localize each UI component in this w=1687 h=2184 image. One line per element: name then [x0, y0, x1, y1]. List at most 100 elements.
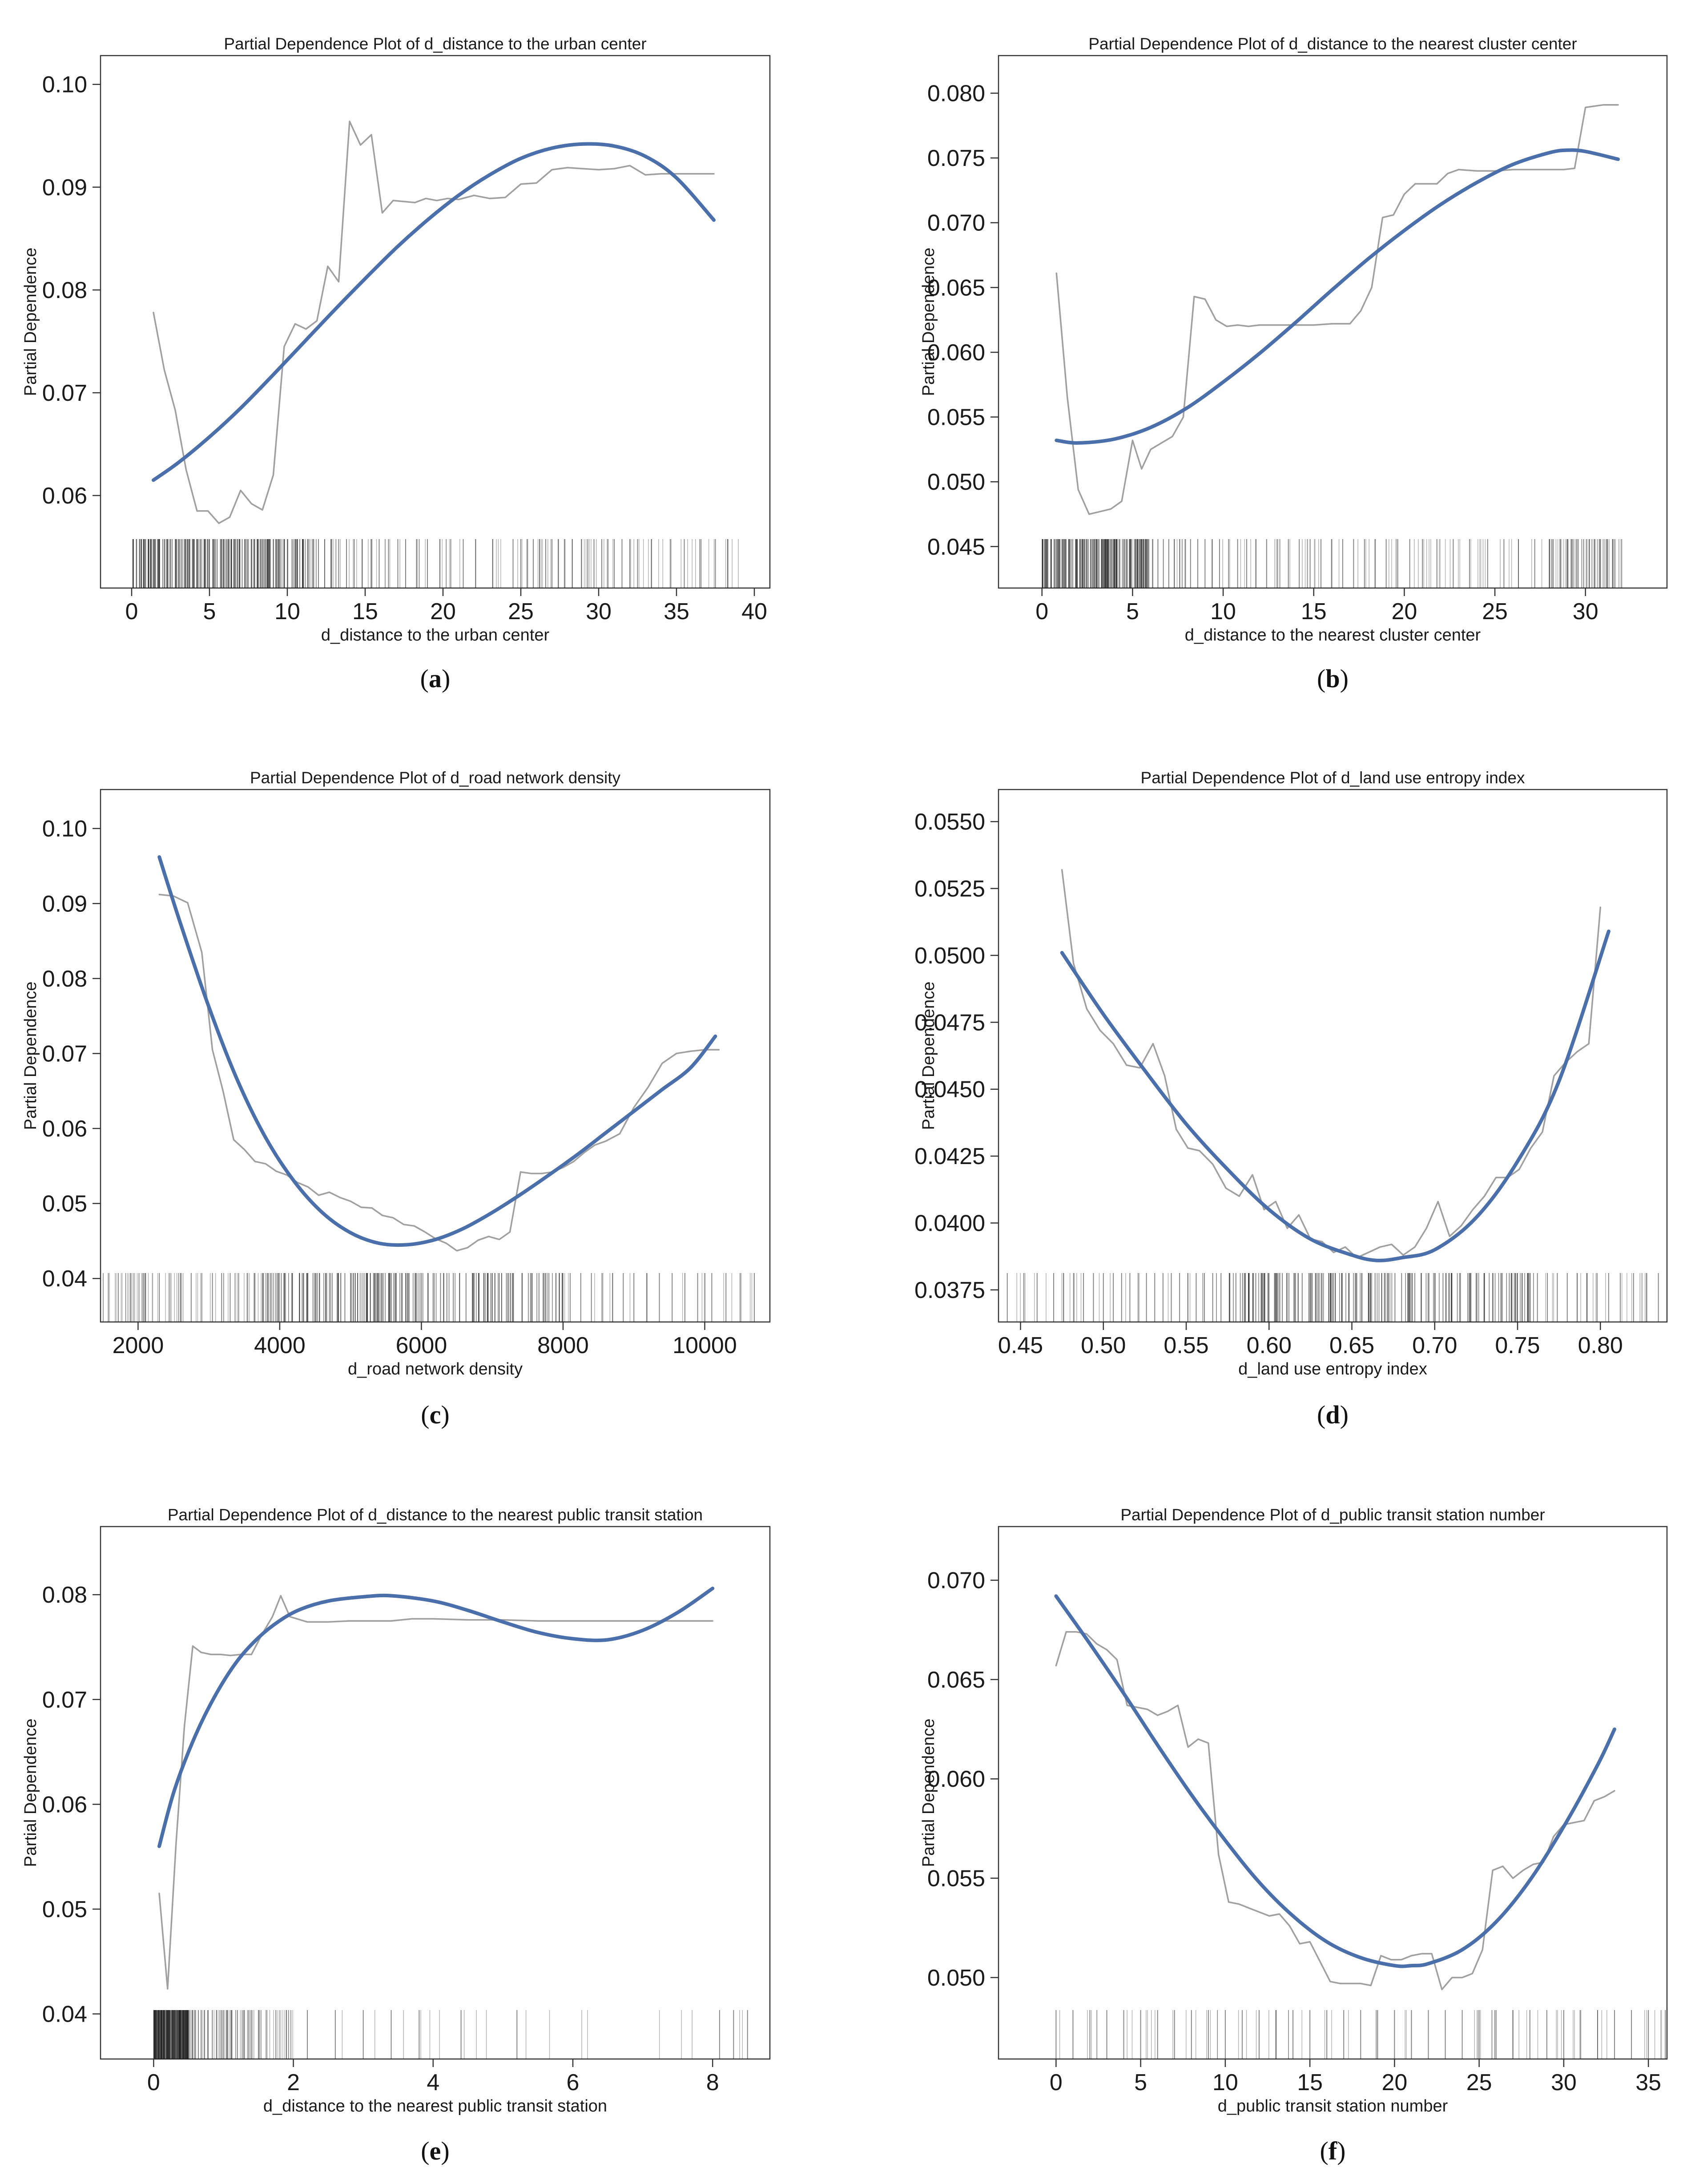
x-tick-label: 0.60 [1247, 1333, 1292, 1358]
x-tick-label: 25 [1482, 599, 1508, 625]
y-tick-label: 0.0425 [914, 1144, 985, 1169]
y-axis-label: Partial Dependence [21, 248, 40, 396]
chart-panel-b: Partial Dependence Plot of d_distance to… [919, 35, 1668, 693]
x-tick-label: 0 [147, 2070, 160, 2095]
y-tick-label: 0.070 [927, 210, 985, 236]
x-tick-label: 0 [1035, 599, 1048, 625]
pdp-line [158, 894, 720, 1252]
y-tick-label: 0.080 [927, 81, 985, 106]
x-tick-label: 5 [1126, 599, 1139, 625]
y-tick-label: 0.070 [927, 1568, 985, 1594]
y-tick-label: 0.09 [42, 891, 87, 917]
fit-line [157, 1587, 715, 1848]
pdp-line [1055, 104, 1619, 515]
panel-label-letter: c [430, 1400, 441, 1429]
x-tick-label: 8000 [537, 1333, 589, 1358]
x-tick-label: 15 [1301, 599, 1327, 625]
x-tick-label: 30 [1551, 2070, 1577, 2095]
x-tick-label: 8 [706, 2070, 719, 2095]
panel-label: (f) [1320, 2136, 1346, 2165]
panel-label-letter: d [1325, 1400, 1340, 1429]
x-tick-label: 0.50 [1081, 1333, 1126, 1358]
x-axis-label: d_public transit station number [1218, 2097, 1448, 2115]
x-tick-label: 20 [1391, 599, 1417, 625]
fit-line [1060, 929, 1611, 1262]
y-tick-label: 0.04 [42, 1266, 87, 1292]
x-tick-label: 6 [567, 2070, 580, 2095]
y-tick-label: 0.05 [42, 1191, 87, 1217]
chart-title: Partial Dependence Plot of d_public tran… [1120, 1506, 1545, 1524]
panel-label: (b) [1317, 664, 1349, 693]
chart-panel-c: Partial Dependence Plot of d_road networ… [21, 769, 771, 1429]
rug-plot [132, 539, 739, 588]
y-tick-label: 0.08 [42, 1582, 87, 1608]
panel-label-close: ) [441, 1400, 449, 1429]
panel-label-close: ) [1337, 2136, 1345, 2165]
x-tick-label: 35 [1635, 2070, 1661, 2095]
panel-label: (c) [421, 1400, 449, 1429]
chart-title: Partial Dependence Plot of d_distance to… [1088, 35, 1577, 53]
chart-title: Partial Dependence Plot of d_distance to… [168, 1506, 703, 1524]
chart-title: Partial Dependence Plot of d_road networ… [250, 769, 621, 787]
x-tick-label: 5 [203, 599, 216, 625]
pdp-line [153, 121, 715, 524]
y-axis-label: Partial Dependence [919, 982, 938, 1130]
x-tick-label: 10000 [672, 1333, 737, 1358]
x-tick-label: 0 [1050, 2070, 1063, 2095]
rug-plot [1042, 539, 1623, 588]
plot-frame [100, 789, 771, 1323]
rug-plot [153, 2010, 748, 2059]
y-tick-label: 0.050 [927, 469, 985, 495]
x-tick-label: 5 [1134, 2070, 1147, 2095]
y-axis-label: Partial Dependence [919, 248, 938, 396]
x-tick-label: 30 [586, 599, 612, 625]
y-tick-label: 0.055 [927, 405, 985, 431]
panel-label-letter: f [1329, 2136, 1337, 2165]
x-tick-label: 0.70 [1412, 1333, 1457, 1358]
y-tick-label: 0.06 [42, 483, 87, 509]
panel-label-letter: e [430, 2136, 441, 2165]
x-tick-label: 4 [427, 2070, 439, 2095]
x-tick-label: 0.55 [1164, 1333, 1208, 1358]
x-axis-label: d_distance to the nearest public transit… [263, 2097, 607, 2115]
y-tick-label: 0.0450 [914, 1077, 985, 1103]
x-tick-label: 25 [1466, 2070, 1492, 2095]
y-tick-label: 0.0550 [914, 809, 985, 835]
plot-frame [998, 55, 1668, 589]
y-tick-label: 0.0375 [914, 1277, 985, 1303]
x-tick-label: 10 [274, 599, 300, 625]
y-tick-label: 0.0525 [914, 876, 985, 902]
panel-label: (a) [420, 664, 451, 693]
y-tick-label: 0.065 [927, 1667, 985, 1693]
x-tick-label: 25 [508, 599, 534, 625]
x-tick-label: 10 [1212, 2070, 1238, 2095]
x-tick-label: 10 [1210, 599, 1236, 625]
x-tick-label: 0.75 [1495, 1333, 1540, 1358]
pdp-line [1055, 1631, 1615, 1991]
panel-label: (d) [1317, 1400, 1349, 1429]
y-tick-label: 0.09 [42, 175, 87, 201]
plot-frame [100, 55, 771, 589]
x-axis-label: d_distance to the urban center [321, 626, 550, 645]
x-tick-label: 0 [125, 599, 138, 625]
panel-label-open: ( [1320, 2136, 1329, 2165]
panel-label-close: ) [1340, 664, 1349, 693]
y-tick-label: 0.045 [927, 534, 985, 560]
y-tick-label: 0.06 [42, 1116, 87, 1142]
y-tick-label: 0.06 [42, 1792, 87, 1817]
x-tick-label: 15 [1297, 2070, 1323, 2095]
y-tick-label: 0.0500 [914, 943, 985, 969]
panel-label-letter: a [429, 664, 442, 693]
chart-title: Partial Dependence Plot of d_land use en… [1141, 769, 1525, 787]
fit-line [152, 142, 716, 482]
fit-line [157, 855, 717, 1247]
x-tick-label: 15 [352, 599, 378, 625]
x-tick-label: 2000 [113, 1333, 164, 1358]
y-tick-label: 0.075 [927, 145, 985, 171]
y-tick-label: 0.07 [42, 380, 87, 406]
y-tick-label: 0.07 [42, 1041, 87, 1067]
y-axis-label: Partial Dependence [919, 1719, 938, 1867]
fit-line [1054, 1594, 1616, 1968]
plot-frame [100, 1526, 771, 2060]
